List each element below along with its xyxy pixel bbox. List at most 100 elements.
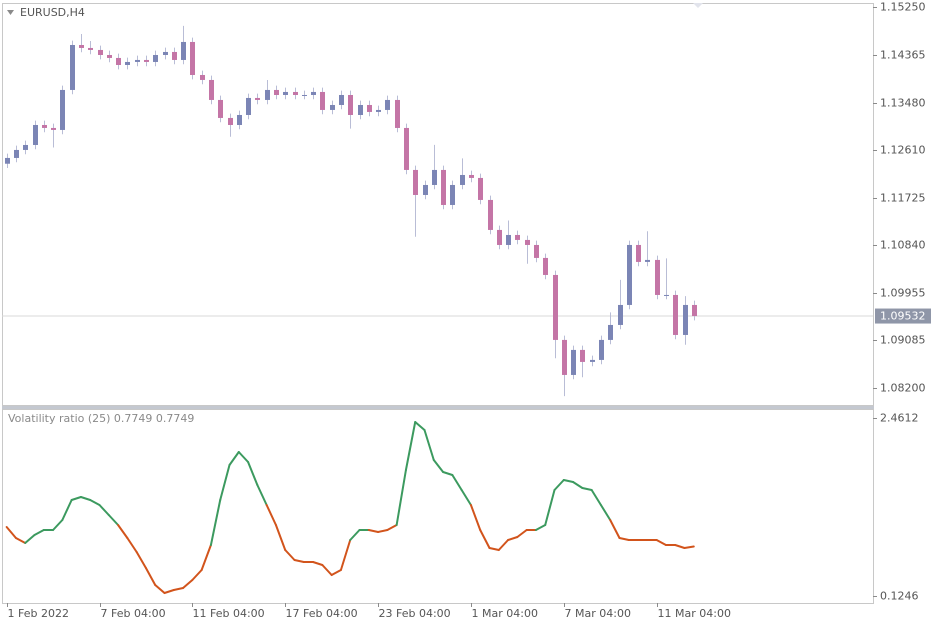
- candle-body: [376, 109, 381, 112]
- indicator-segment: [163, 589, 175, 595]
- indicator-segment: [52, 518, 64, 532]
- candle-body: [692, 304, 697, 317]
- candle-body: [683, 304, 688, 335]
- candle-body: [116, 57, 121, 65]
- indicator-segment: [581, 487, 593, 491]
- candle-body: [385, 99, 390, 110]
- indicator-segment: [534, 524, 547, 532]
- current-price-label: 1.09532: [880, 310, 926, 323]
- candle-body: [627, 244, 632, 305]
- y-tick-label: 1.11725: [880, 192, 926, 205]
- indicator-segment: [516, 529, 528, 539]
- indicator-segment: [107, 513, 120, 527]
- indicator-segment: [5, 526, 17, 540]
- indicator-segment: [414, 421, 426, 432]
- candle-body: [404, 127, 409, 170]
- candle-body: [413, 169, 418, 195]
- y-tick-label: 1.09085: [880, 334, 926, 347]
- candle-body: [460, 174, 465, 185]
- candle-body: [107, 54, 112, 58]
- candle-body: [432, 169, 437, 185]
- indicator-segment: [70, 496, 82, 502]
- candle-body: [571, 349, 576, 375]
- candle-body: [274, 89, 279, 95]
- indicator-segment: [609, 518, 621, 540]
- candle-body: [98, 49, 103, 55]
- indicator-segment: [674, 543, 686, 550]
- candle-body: [320, 91, 325, 110]
- candle-body: [70, 44, 75, 90]
- candle-body: [79, 44, 84, 48]
- indicator-segment: [395, 468, 407, 527]
- indicator-segment: [367, 529, 380, 533]
- y-tick-label: 1.08200: [880, 382, 926, 395]
- candle-body: [562, 339, 567, 375]
- indicator-segment: [553, 479, 565, 491]
- indicator-segment: [209, 499, 222, 546]
- y-tick-label: 1.14365: [880, 49, 926, 62]
- indicator-title: Volatility ratio (25) 0.7749 0.7749: [8, 412, 194, 425]
- candle-body: [200, 74, 205, 80]
- candle-body: [33, 124, 38, 145]
- symbol-menu-icon[interactable]: [7, 10, 14, 15]
- x-tick-label: 11 Feb 04:00: [193, 607, 265, 620]
- indicator-segment: [14, 537, 27, 545]
- candle-body: [450, 184, 455, 205]
- indicator-segment: [312, 561, 324, 567]
- x-tick-label: 1 Feb 2022: [8, 607, 69, 620]
- candle-body: [88, 47, 93, 50]
- candle-body: [42, 124, 47, 128]
- indicator-segment: [618, 537, 630, 542]
- candle-body: [330, 104, 335, 110]
- indicator-segment: [404, 421, 417, 471]
- candle-body: [645, 259, 650, 262]
- candle-body: [302, 94, 307, 96]
- indicator-segment: [256, 484, 268, 507]
- x-tick-label: 23 Feb 04:00: [379, 607, 451, 620]
- candle-body: [664, 294, 669, 296]
- indicator-segment: [228, 450, 240, 466]
- candle-body: [293, 91, 298, 95]
- indicator-segment: [24, 534, 36, 545]
- x-tick-label: 7 Feb 04:00: [101, 607, 166, 620]
- indicator-segment: [330, 568, 342, 577]
- candle-body: [441, 169, 446, 205]
- indicator-segment: [497, 539, 510, 552]
- indicator-segment: [488, 547, 500, 552]
- candle-body: [358, 104, 363, 115]
- candle-body: [5, 157, 10, 164]
- candle-body: [172, 51, 177, 60]
- indicator-segment: [451, 474, 463, 491]
- indicator-segment: [590, 488, 602, 507]
- candle-body: [488, 199, 493, 230]
- indicator-segment: [265, 504, 277, 527]
- indicator-segment: [321, 564, 333, 577]
- candle-body: [673, 294, 678, 335]
- indicator-segment: [293, 559, 305, 564]
- indicator-segment: [79, 496, 92, 502]
- indicator-segment: [339, 539, 352, 571]
- candle-body: [534, 244, 539, 258]
- indicator-segment: [432, 459, 445, 474]
- candle-body: [14, 149, 19, 158]
- indicator-segment: [61, 499, 73, 521]
- candle-body: [367, 104, 372, 112]
- candle-body: [209, 79, 214, 100]
- candle-body: [51, 127, 56, 130]
- candle-body: [135, 59, 140, 62]
- candle-body: [311, 91, 316, 95]
- candle-body: [515, 234, 520, 240]
- indicator-segment: [89, 499, 101, 507]
- current-price-box: [875, 308, 931, 324]
- candle-body: [506, 234, 511, 245]
- indicator-segment: [572, 480, 584, 490]
- indicator-segment: [442, 471, 454, 477]
- y-tick-label: 1.09955: [880, 287, 926, 300]
- indicator-segment: [469, 504, 482, 532]
- indicator-segment: [544, 488, 556, 527]
- candle-body: [580, 349, 585, 362]
- indicator-segment: [191, 568, 203, 582]
- candle-body: [339, 94, 344, 105]
- indicator-segment: [182, 579, 194, 590]
